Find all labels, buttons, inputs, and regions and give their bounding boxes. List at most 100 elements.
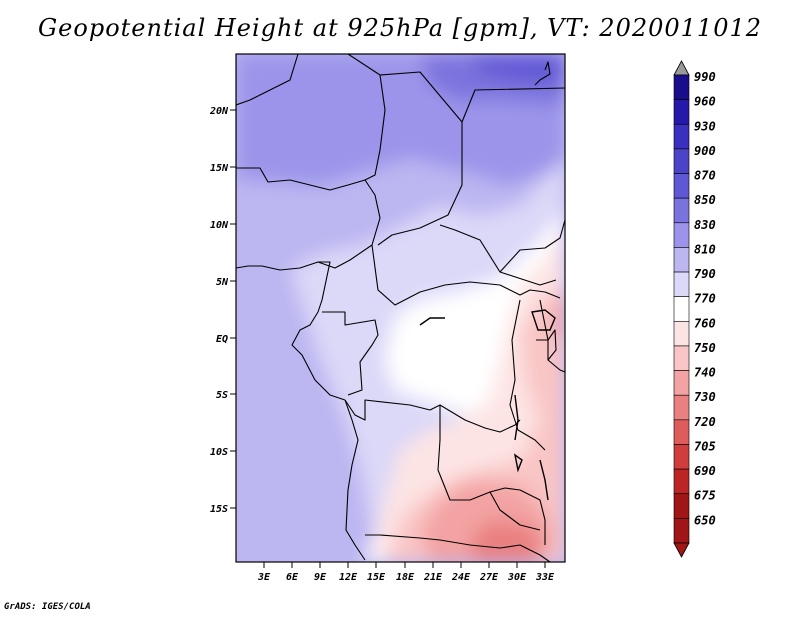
border-congo-gabon <box>322 311 379 396</box>
border-north-1 <box>236 54 299 168</box>
colorbar-label: 675 <box>694 489 716 503</box>
lon-label: 33E <box>535 572 555 583</box>
colorbar-label: 960 <box>694 95 716 109</box>
colorbar-label: 650 <box>694 513 716 527</box>
lake-malawi <box>539 459 549 501</box>
colorbar-label: 740 <box>694 366 716 380</box>
lon-label: 27E <box>479 572 499 583</box>
field-720 <box>470 520 545 562</box>
lakes <box>419 309 556 501</box>
colorbar-label: 830 <box>694 218 716 232</box>
border-uganda <box>499 284 561 299</box>
border-libya-sudan <box>461 87 565 123</box>
colorbar-label: 930 <box>694 119 716 133</box>
colorbar-arrow-up <box>673 60 690 76</box>
colorbar-label: 850 <box>694 193 716 207</box>
field-730-east <box>550 290 565 340</box>
colorbar-swatch <box>673 518 690 544</box>
colorbar-swatch <box>673 370 690 396</box>
lon-label: 18E <box>396 572 415 583</box>
border-angola-zambia <box>437 405 521 501</box>
colorbar-swatch <box>673 345 690 371</box>
border-rwanda <box>536 329 557 361</box>
colorbar-label: 690 <box>694 464 716 478</box>
border-zimbabwe <box>489 491 541 531</box>
coastline-west-africa <box>236 167 381 271</box>
lon-label: 6E <box>286 572 299 583</box>
border-drc-angola <box>344 399 521 433</box>
lat-ticks <box>230 109 236 509</box>
border-south-sudan <box>499 219 565 273</box>
colorbar-swatch <box>673 173 690 199</box>
colorbar-label: 790 <box>694 267 716 281</box>
river-congo <box>419 317 445 326</box>
country-borders <box>236 54 565 562</box>
colorbar-label: 750 <box>694 341 716 355</box>
lon-label: 15E <box>367 572 386 583</box>
colorbar-label: 730 <box>694 390 716 404</box>
colorbar-label: 900 <box>694 144 716 158</box>
field-810-nw <box>236 54 300 82</box>
colorbar-swatch <box>673 468 690 495</box>
border-car-sudan <box>439 224 557 286</box>
lon-label: 30E <box>507 572 527 583</box>
lon-axis: 3E 6E 9E 12E 15E 18E 21E 24E 27E 30E 33E <box>257 562 555 583</box>
colorbar-swatch <box>673 271 690 297</box>
colorbar-swatch <box>673 222 690 248</box>
lat-label: 15S <box>210 504 228 515</box>
colorbar-swatch <box>673 419 690 445</box>
lon-label: 21E <box>423 572 443 583</box>
map-title: Geopotential Height at 925hPa [gpm], VT:… <box>38 14 762 42</box>
border-cameroon-west <box>317 261 331 313</box>
lat-label: EQ <box>216 334 228 345</box>
lat-label: 20N <box>209 106 229 117</box>
field-850 <box>470 54 565 82</box>
border-chad-east <box>377 71 463 246</box>
coastline-angola <box>344 399 366 561</box>
colorbar-swatch <box>673 99 690 125</box>
colorbar-swatch <box>673 197 690 224</box>
lon-label: 3E <box>257 572 271 583</box>
colorbar-swatch <box>673 444 690 470</box>
lon-ticks <box>263 562 546 568</box>
grads-credit: GrADS: IGES/COLA <box>4 602 91 612</box>
colorbar-swatch <box>673 493 690 519</box>
border-car-south <box>371 244 501 306</box>
colorbar-label: 990 <box>694 70 716 84</box>
lat-label: 15N <box>210 163 229 174</box>
lon-label: 9E <box>314 572 327 583</box>
lat-label: 5S <box>216 390 228 401</box>
border-niger-chad <box>347 54 386 181</box>
map-frame <box>235 53 566 563</box>
colorbar-swatch <box>673 74 690 100</box>
lat-label: 10N <box>210 220 229 231</box>
border-drc-east <box>509 299 546 451</box>
colorbar-swatch <box>673 123 690 150</box>
colorbar: 990 960 930 900 870 850 830 810 790 770 760 750 740 7… <box>673 60 716 558</box>
colorbar-label: 705 <box>694 439 716 453</box>
lat-label: 10S <box>210 447 228 458</box>
border-namibia <box>365 534 551 562</box>
lake-tanganyika <box>514 394 519 441</box>
lat-label: 5N <box>216 277 229 288</box>
lon-label: 24E <box>451 572 471 583</box>
coastline-gabon <box>291 311 346 401</box>
colorbar-label: 810 <box>694 242 716 256</box>
colorbar-label: 760 <box>694 316 716 330</box>
lat-axis: 20N 15N 10N 5N EQ 5S 10S 15S <box>209 106 236 515</box>
lon-label: 12E <box>339 572 358 583</box>
lake-mweru <box>513 453 523 473</box>
height-field <box>236 54 565 562</box>
colorbar-swatch <box>673 247 690 273</box>
border-malawi <box>519 489 546 545</box>
colorbar-swatch <box>673 148 690 174</box>
colorbar-label: 720 <box>694 415 716 429</box>
colorbar-label: 770 <box>694 292 716 306</box>
colorbar-swatch <box>673 321 690 347</box>
colorbar-label: 870 <box>694 169 716 183</box>
lake-victoria <box>531 309 556 331</box>
colorbar-arrow-down <box>673 542 690 558</box>
colorbar-swatch <box>673 394 690 421</box>
nile-delta-coast <box>534 61 551 86</box>
